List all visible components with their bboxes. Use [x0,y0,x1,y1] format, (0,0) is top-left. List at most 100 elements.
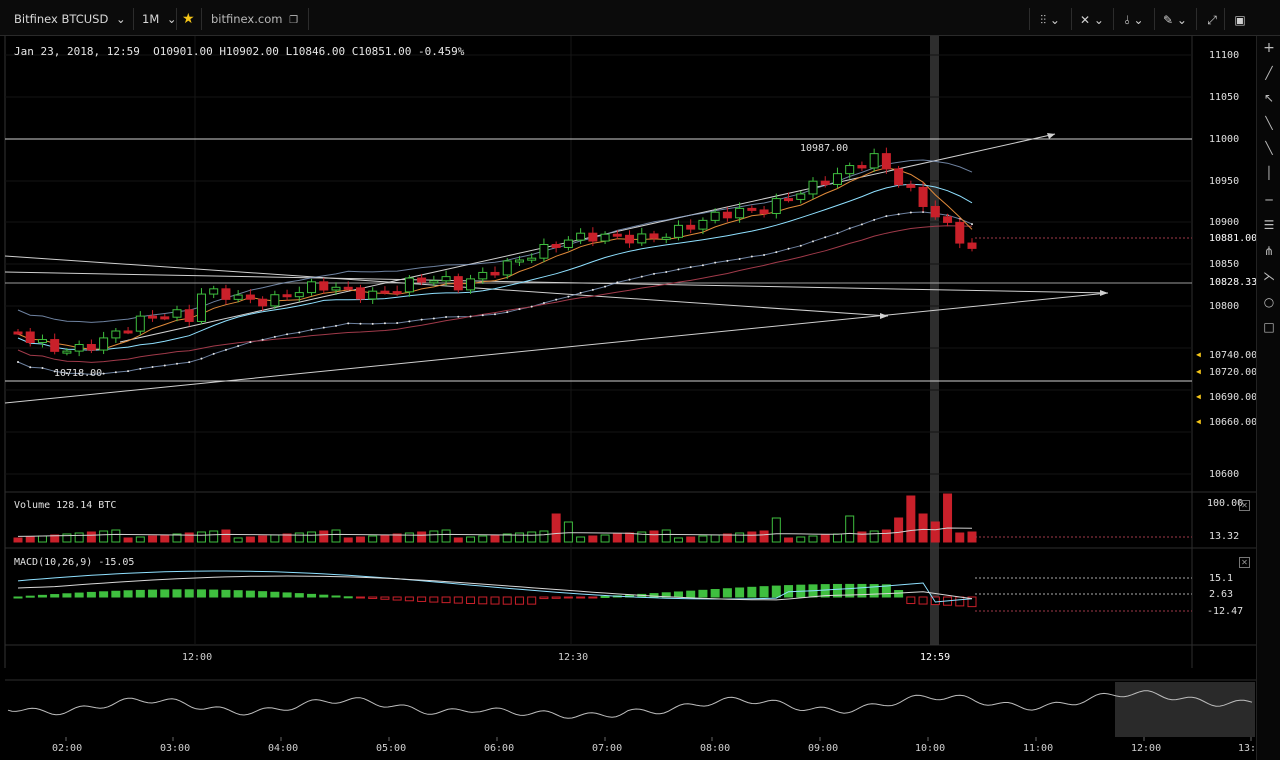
volume-bar [453,537,463,543]
macd-bar [135,589,145,598]
plus-icon[interactable]: + [1263,40,1275,56]
sar-dot [286,333,289,336]
sar-dot [971,223,973,226]
overview-tick: 10:00 [915,743,946,754]
macd-bar [196,589,206,598]
site-link[interactable]: bitfinex.com ❐ [211,9,298,29]
ray-icon[interactable]: ╱ [1265,66,1273,80]
trend-line-drawing[interactable] [4,255,889,317]
rectangle-icon[interactable]: □ [1263,320,1275,334]
sar-dot [542,302,545,305]
close-volume-icon[interactable]: ✕ [1239,500,1250,511]
macd-bar [869,584,879,598]
candle-body [857,165,867,169]
volume-bar [955,532,965,543]
volume-bar [258,535,268,543]
vertical-line-icon[interactable]: │ [1265,166,1273,180]
arrow-line-icon[interactable]: ↖ [1263,91,1275,105]
macd-bar [967,596,977,608]
legend-high: H10902.00 [219,45,279,58]
overview-window[interactable] [1115,682,1255,737]
star-icon[interactable]: ★ [182,11,195,27]
sar-dot [469,315,472,318]
volume-bar [380,534,390,543]
pitchfork-icon[interactable]: ⋔ [1263,244,1275,258]
sar-dot [408,320,411,323]
sar-dot [628,278,631,281]
trend-line-drawing[interactable] [119,133,1056,343]
candle-body [930,205,940,218]
candle-body [490,271,500,276]
close-macd-icon[interactable]: ✕ [1239,557,1250,568]
volume-bar [355,536,365,543]
interval-selector[interactable]: 1M ⌄ [142,9,177,29]
volume-bar [637,531,647,543]
candle-body [820,180,830,185]
macd-bar [918,596,928,605]
trend-line-drawing[interactable] [4,292,1109,404]
sar-dot [530,305,533,308]
sar-dot [714,261,717,264]
sar-dot [909,211,912,214]
macd-bar [331,595,341,598]
drawings[interactable] [4,133,1192,404]
macd-bar [527,596,537,605]
trend-line-drawing[interactable] [4,271,1109,294]
macd-bar [148,589,158,598]
arrow-head [1047,133,1055,139]
divider [201,8,202,30]
fullscreen-button[interactable]: ⤢ [1192,9,1232,31]
channel-icon[interactable]: ☰ [1263,218,1275,232]
sar-dot [102,372,105,375]
macd-bar [588,596,598,599]
alert-icon: ◀ [1196,392,1201,401]
time-tick-current: 12:59 [920,652,951,663]
macd-bar [771,585,781,598]
sar-dot [579,291,582,294]
sar-dot [885,215,888,218]
macd-bar [172,589,182,598]
volume-value: 128.14 BTC [56,500,117,511]
candle-body [417,277,427,283]
sar-dot [249,341,252,344]
candle-body [111,330,121,339]
volume-axis-top: 100.00 [1207,498,1244,509]
volume-bar [796,536,806,543]
macd-bar [417,596,427,602]
fan-icon[interactable]: ⋋ [1263,269,1275,283]
volume-bar [625,532,635,543]
macd-bar [441,596,451,604]
candle-body [307,281,317,294]
snapshot-button[interactable]: ▣ [1220,9,1260,31]
sar-dot [298,331,301,334]
horizontal-line-icon[interactable]: ─ [1265,193,1273,207]
volume-bar [576,536,586,543]
candle-body [196,293,206,322]
candle-body [37,339,47,343]
macd-bar [539,596,549,600]
compare-button[interactable]: ✕ ⌄ [1072,9,1112,31]
candle-body [270,294,280,307]
volume-bar [50,534,60,543]
candle-body [380,290,390,294]
extended-line-icon[interactable]: ╲ [1265,116,1273,130]
draw-button[interactable]: ✎ ⌄ [1155,9,1195,31]
symbol-selector[interactable]: Bitfinex BTCUSD ⌄ [14,9,126,29]
candle-body [233,294,243,300]
circle-icon[interactable]: ○ [1263,295,1275,309]
volume-bar [845,515,855,543]
macd-bar [404,596,414,602]
volume-bar [894,517,904,543]
macd-bar [881,584,891,598]
trend-line-icon[interactable]: ╲ [1265,141,1273,155]
macd-bar [747,586,757,598]
chart-type-button[interactable]: ⫰ ⌄ [1114,9,1154,31]
indicators-button[interactable]: ⫶⫶ ⌄ [1030,9,1070,31]
candle-body [258,298,268,307]
candle-body [74,344,84,352]
overview-ticks [65,737,1252,741]
sar-dot [763,253,766,256]
volume-bar [943,493,953,543]
candle-body [282,294,292,298]
